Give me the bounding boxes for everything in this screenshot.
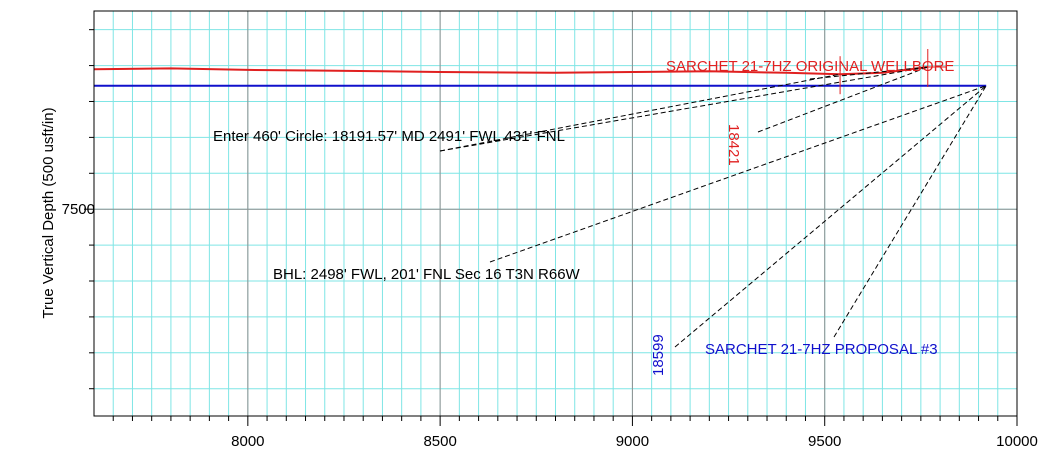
td-proposal-label: 18599 bbox=[650, 334, 667, 376]
x-tick-label: 9000 bbox=[616, 433, 649, 450]
x-tick-label: 9500 bbox=[808, 433, 841, 450]
grid-major bbox=[94, 11, 1017, 416]
leader-proposal-label bbox=[833, 85, 987, 338]
bhl-label: BHL: 2498' FWL, 201' FNL Sec 16 T3N R66W bbox=[273, 266, 581, 283]
tick-labels: 80008500900095001000070007500 bbox=[62, 201, 1038, 450]
leader-circle-entry-point bbox=[439, 73, 841, 152]
y-axis-label: True Vertical Depth (500 usft/in) bbox=[40, 107, 57, 318]
original-wellbore-line bbox=[93, 66, 928, 76]
td-markers bbox=[839, 49, 946, 95]
circle-entry-label: Enter 460' Circle: 18191.57' MD 2491' FW… bbox=[213, 128, 565, 145]
axis-ticks bbox=[84, 29, 1018, 426]
x-tick-label: 8000 bbox=[231, 433, 264, 450]
series-layer bbox=[93, 66, 987, 87]
leader-td-proposal bbox=[674, 85, 987, 348]
x-tick-label: 8500 bbox=[423, 433, 456, 450]
original-wellbore-label: SARCHET 21-7HZ ORIGINAL WELLBORE bbox=[666, 58, 954, 75]
leader-original-label bbox=[809, 66, 928, 80]
y-tick-label: 7500 bbox=[62, 201, 95, 218]
leader-circle-entry bbox=[439, 66, 928, 152]
td-original-label: 18421 bbox=[725, 124, 742, 166]
leader-td-original bbox=[757, 66, 928, 133]
proposal-label: SARCHET 21-7HZ PROPOSAL #3 bbox=[705, 341, 938, 358]
x-tick-label: 10000 bbox=[996, 433, 1038, 450]
leader-lines bbox=[439, 66, 987, 348]
